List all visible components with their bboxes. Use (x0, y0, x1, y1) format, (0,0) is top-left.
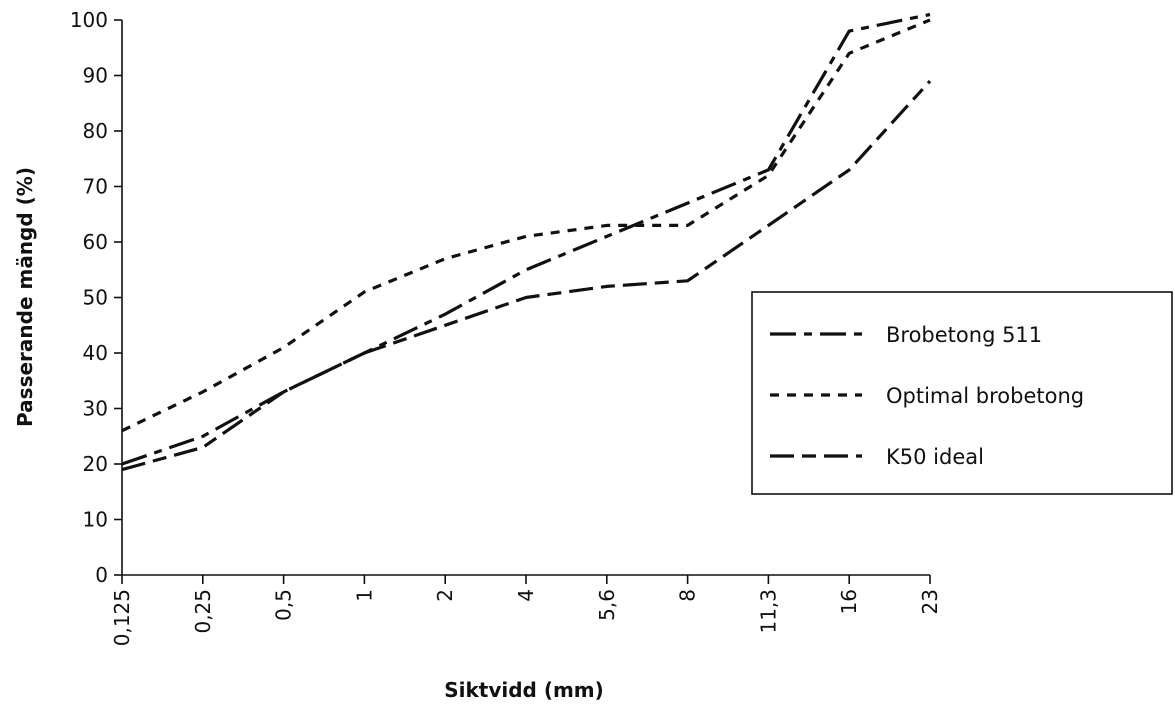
y-axis-title: Passerande mängd (%) (13, 167, 37, 427)
x-tick-label: 0,125 (110, 589, 134, 646)
y-tick-label: 20 (83, 452, 108, 476)
series-lines (121, 12, 932, 472)
y-tick-label: 30 (83, 397, 108, 421)
y-tick-label: 50 (83, 286, 108, 310)
legend-label-1: Brobetong 511 (886, 323, 1042, 347)
legend-label-2: Optimal brobetong (886, 384, 1084, 408)
legend-box (751, 291, 1173, 495)
axes: 0 10 20 30 40 50 60 70 80 90 100 0,125 0,25 0,5 1 2 4 5,6… (70, 8, 942, 646)
x-tick-label: 4 (514, 589, 538, 602)
x-tick-label: 5,6 (595, 589, 619, 621)
y-tick-label: 70 (83, 175, 108, 199)
legend-label-3: K50 ideal (886, 445, 984, 469)
y-tick-label: 100 (70, 8, 108, 32)
x-axis-title: Siktvidd (mm) (444, 678, 604, 702)
series-line-1 (121, 12, 931, 466)
y-tick-label: 90 (83, 64, 108, 88)
x-tick-label: 8 (676, 589, 700, 602)
y-tick-label: 10 (83, 508, 108, 532)
x-tick-label: 0,5 (272, 589, 296, 621)
y-tick-label: 40 (83, 341, 108, 365)
x-tick-label: 1 (352, 589, 376, 602)
x-tick-label: 0,25 (191, 589, 215, 634)
series-line-3 (121, 80, 932, 472)
x-tick-label: 23 (918, 589, 942, 614)
x-tick-label: 2 (433, 589, 457, 602)
x-tick-label: 11,3 (756, 589, 780, 634)
y-tick-label: 80 (83, 119, 108, 143)
y-tick-label: 60 (83, 230, 108, 254)
x-tick-label: 16 (837, 589, 861, 614)
legend: Brobetong 511 Optimal brobetong K50 ideal (751, 291, 1173, 495)
y-tick-label: 0 (95, 563, 108, 587)
